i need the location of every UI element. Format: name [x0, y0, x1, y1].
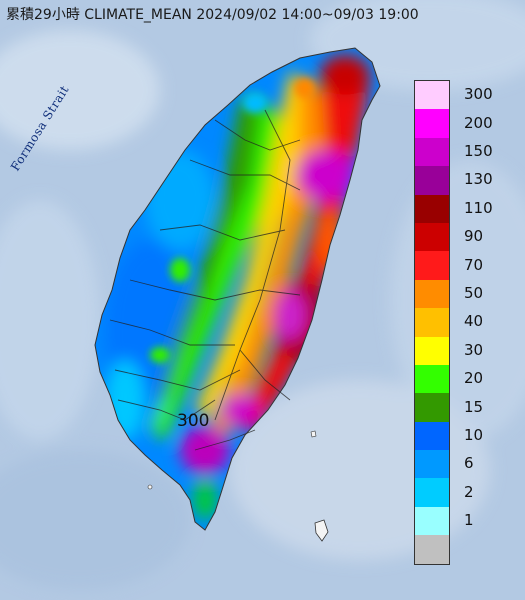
legend-label: 6: [464, 454, 474, 473]
legend-label: 2: [464, 482, 474, 501]
legend-swatch: [415, 251, 449, 280]
legend-label: 70: [464, 255, 484, 274]
color-legend: [414, 80, 450, 565]
legend-label: 110: [464, 198, 493, 217]
max-rainfall-station-label: 300: [177, 411, 210, 431]
legend-swatch: [415, 506, 449, 536]
legend-label: 150: [464, 142, 493, 160]
legend-swatch: [415, 535, 449, 564]
legend-swatch: [415, 478, 449, 507]
legend-label: 15: [464, 397, 484, 416]
legend-swatch: [415, 336, 449, 365]
legend-swatch: [415, 222, 449, 252]
legend-label: 30: [464, 340, 484, 359]
legend-swatch: [415, 393, 449, 422]
legend-swatch: [415, 279, 449, 309]
legend-label: 40: [464, 312, 484, 331]
legend-swatch: [415, 137, 449, 167]
legend-swatch: [415, 364, 449, 394]
legend-label: 90: [464, 227, 484, 246]
island-rainfall: [94, 47, 381, 542]
legend-label: 300: [464, 85, 493, 104]
map-title: 累積29小時 CLIMATE_MEAN 2024/09/02 14:00~09/…: [6, 7, 419, 23]
legend-label: 20: [464, 369, 484, 388]
legend-swatch: [415, 450, 449, 479]
legend-label: 10: [464, 426, 484, 444]
legend-label: 200: [464, 113, 493, 132]
legend-label: 130: [464, 170, 493, 189]
legend-swatch: [415, 308, 449, 337]
legend-swatch: [415, 81, 449, 110]
legend-swatch: [415, 421, 449, 451]
legend-swatch: [415, 194, 449, 223]
legend-label: 1: [464, 511, 474, 530]
legend-swatch: [415, 109, 449, 138]
legend-swatch: [415, 166, 449, 195]
legend-label: 50: [464, 284, 484, 302]
